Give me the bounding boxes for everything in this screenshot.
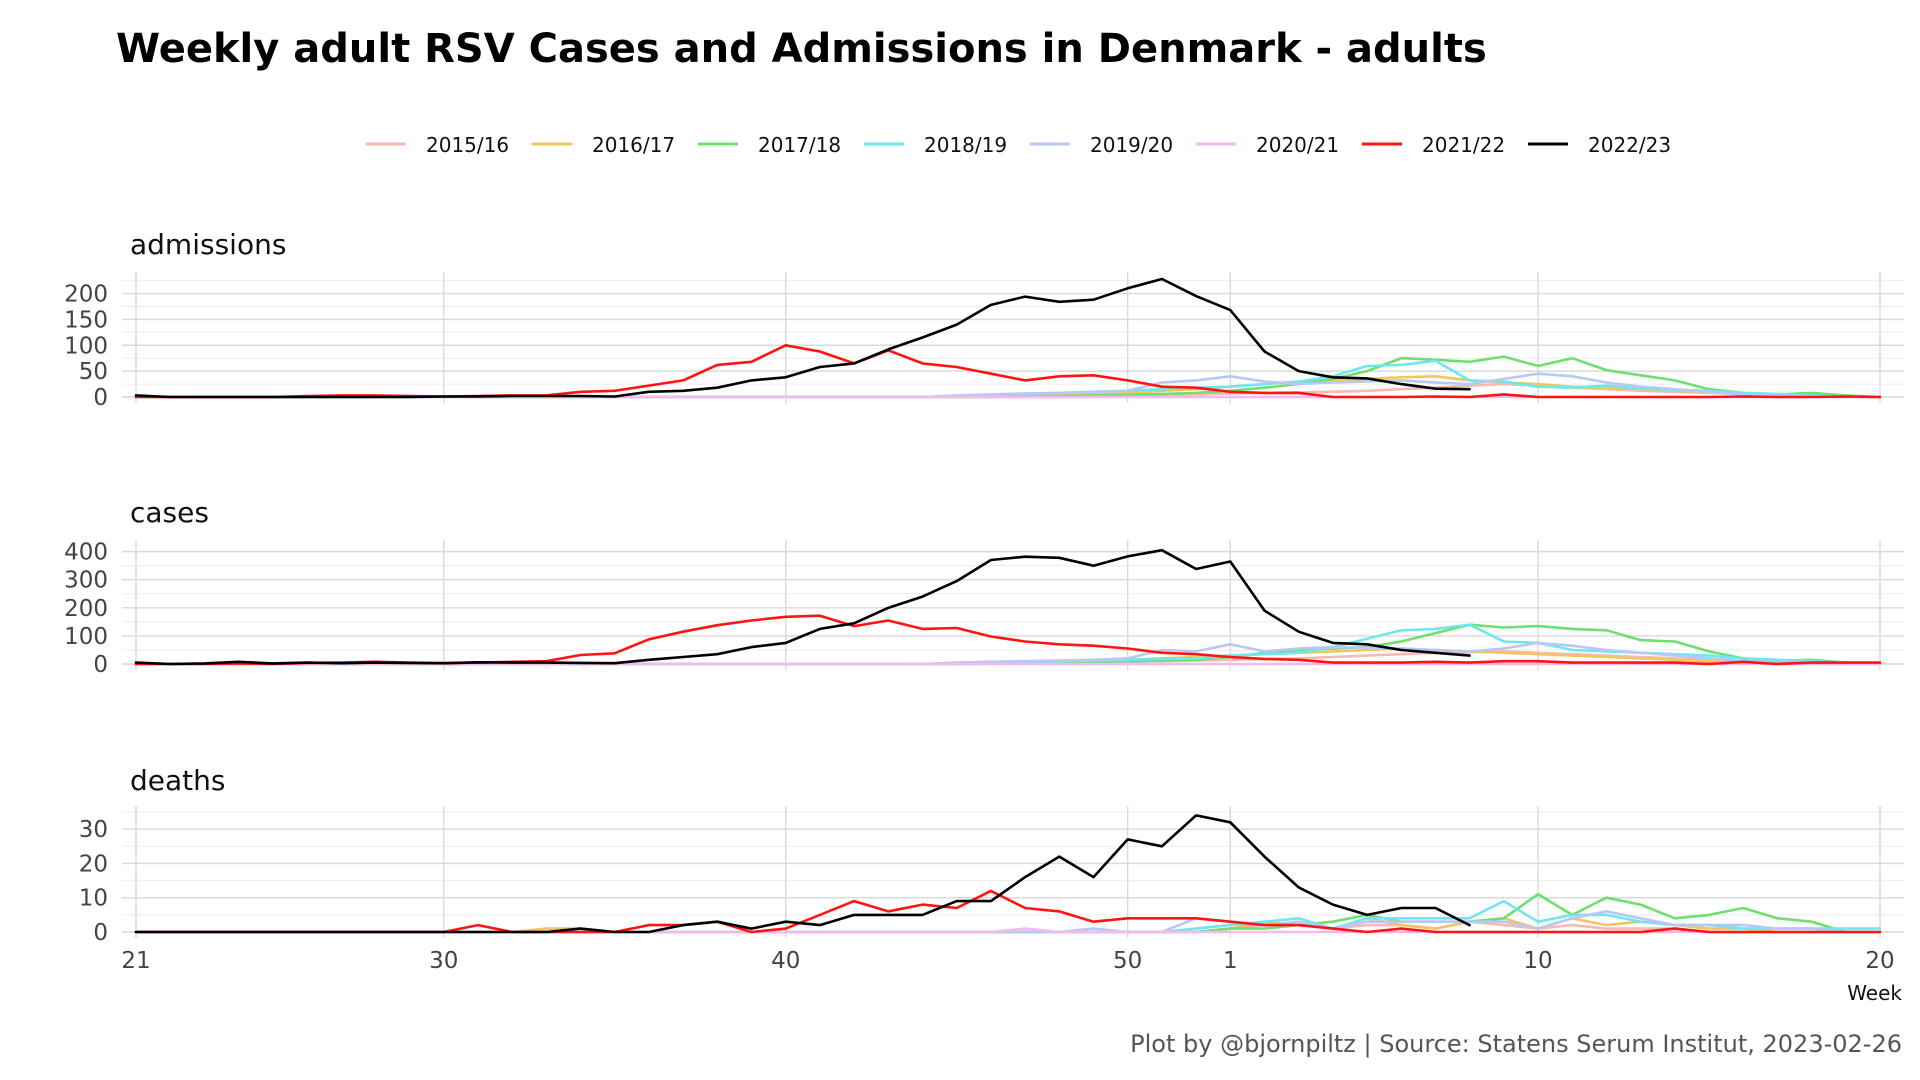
y-tick-label: 0 — [93, 920, 108, 946]
legend-label: 2017/18 — [758, 133, 841, 157]
x-axis-label: Week — [1847, 981, 1902, 1005]
chart-title: Weekly adult RSV Cases and Admissions in… — [116, 26, 1487, 72]
panels: admissions050100150200cases0100200300400… — [64, 228, 1904, 974]
y-tick-label: 100 — [64, 333, 108, 359]
legend-entry: 2016/17 — [532, 133, 675, 157]
panel-title: deaths — [130, 764, 225, 797]
x-axis: 21 30 40 50 1 10 20 — [121, 948, 1894, 974]
panel-deaths: deaths 0 10 20 30 — [79, 764, 1904, 946]
panel-title: admissions — [130, 228, 286, 261]
y-tick-label: 50 — [79, 359, 108, 385]
y-tick-label: 200 — [64, 282, 108, 308]
legend-entry: 2015/16 — [366, 133, 509, 157]
series-line-2019-20 — [134, 641, 1882, 666]
y-tick-label: 100 — [64, 624, 108, 650]
legend-label: 2022/23 — [1588, 133, 1671, 157]
y-tick-label: 400 — [64, 540, 108, 566]
y-tick-label: 300 — [64, 568, 108, 594]
y-tick-label: 0 — [93, 652, 108, 678]
legend-label: 2019/20 — [1090, 133, 1173, 157]
legend-entry: 2019/20 — [1030, 133, 1173, 157]
series-line-2018-19 — [134, 359, 1882, 399]
x-tick-label: 10 — [1523, 948, 1552, 974]
legend-entry: 2017/18 — [698, 133, 841, 157]
x-tick-label: 21 — [121, 948, 150, 974]
legend-label: 2016/17 — [592, 133, 675, 157]
legend-label: 2020/21 — [1256, 133, 1339, 157]
legend: 2015/16 2016/17 2017/18 2018/19 2019/20 2020/… — [366, 133, 1671, 157]
y-tick-label: 150 — [64, 307, 108, 333]
legend-entry: 2022/23 — [1528, 133, 1671, 157]
legend-entry: 2021/22 — [1362, 133, 1505, 157]
series-line-2022-23 — [134, 814, 1471, 934]
y-tick-label: 20 — [79, 851, 108, 877]
series-line-2022-23 — [134, 548, 1471, 666]
x-tick-label: 40 — [771, 948, 800, 974]
chart-caption: Plot by @bjornpiltz | Source: Statens Se… — [1130, 1030, 1902, 1058]
legend-entry: 2018/19 — [864, 133, 1007, 157]
y-tick-label: 30 — [79, 817, 108, 843]
x-tick-label: 50 — [1113, 948, 1142, 974]
x-tick-label: 30 — [429, 948, 458, 974]
x-tick-label: 20 — [1865, 948, 1894, 974]
y-tick-label: 0 — [93, 385, 108, 411]
y-tick-label: 10 — [79, 886, 108, 912]
series-line-2022-23 — [134, 277, 1471, 399]
x-tick-label: 1 — [1223, 948, 1238, 974]
legend-label: 2018/19 — [924, 133, 1007, 157]
legend-entry: 2020/21 — [1196, 133, 1339, 157]
legend-label: 2021/22 — [1422, 133, 1505, 157]
legend-label: 2015/16 — [426, 133, 509, 157]
panel-title: cases — [130, 496, 209, 529]
y-tick-label: 200 — [64, 596, 108, 622]
